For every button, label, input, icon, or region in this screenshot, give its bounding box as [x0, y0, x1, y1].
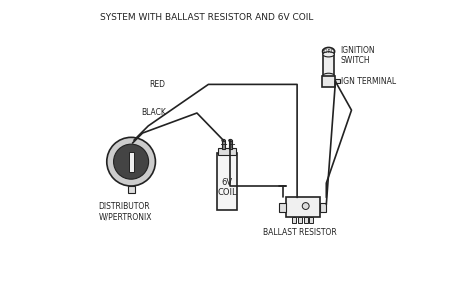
Text: SYSTEM WITH BALLAST RESISTOR AND 6V COIL: SYSTEM WITH BALLAST RESISTOR AND 6V COIL	[100, 13, 313, 22]
Bar	[228, 140, 232, 149]
Bar	[304, 218, 308, 223]
Text: RED: RED	[149, 80, 165, 89]
Text: IGNITION
SWITCH: IGNITION SWITCH	[340, 46, 374, 66]
Bar	[217, 153, 237, 210]
Circle shape	[107, 137, 155, 186]
Circle shape	[302, 203, 309, 210]
Bar	[128, 186, 135, 193]
Text: BALLAST RESISTOR: BALLAST RESISTOR	[263, 228, 337, 237]
Bar	[320, 203, 326, 212]
Bar	[279, 203, 286, 212]
Ellipse shape	[222, 139, 225, 142]
Ellipse shape	[323, 73, 334, 78]
Bar	[286, 197, 320, 218]
Bar	[322, 76, 336, 87]
Bar	[292, 218, 296, 223]
Ellipse shape	[323, 47, 335, 55]
Text: IGN TERMINAL: IGN TERMINAL	[341, 77, 396, 86]
Ellipse shape	[228, 139, 232, 142]
Text: −: −	[219, 140, 228, 150]
Text: +: +	[227, 140, 235, 150]
Circle shape	[114, 144, 149, 179]
Bar	[323, 54, 334, 76]
Bar	[219, 148, 236, 155]
Bar	[128, 152, 134, 172]
Bar	[310, 218, 313, 223]
Bar	[336, 79, 340, 83]
Text: BLACK: BLACK	[142, 108, 166, 117]
Bar	[222, 140, 225, 149]
Text: FORD: FORD	[322, 49, 336, 54]
Text: DISTRIBUTOR
W/PERTRONIX: DISTRIBUTOR W/PERTRONIX	[99, 202, 152, 221]
Text: 6V
COIL: 6V COIL	[217, 178, 237, 197]
Ellipse shape	[323, 52, 334, 57]
Bar	[298, 218, 302, 223]
